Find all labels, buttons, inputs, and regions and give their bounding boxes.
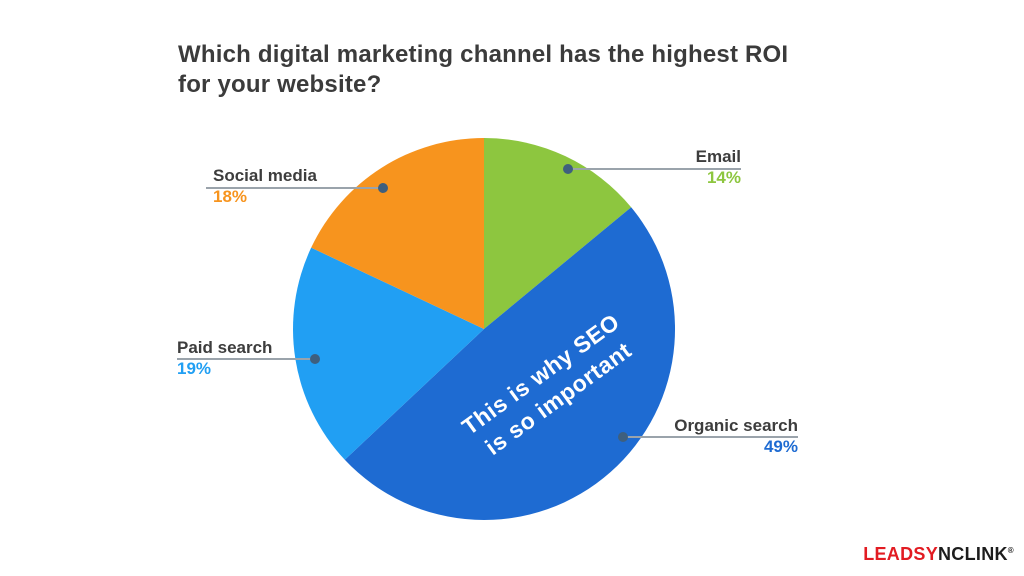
- brand-logo-part2: NCLINK: [938, 544, 1008, 564]
- leader-dots: [310, 164, 628, 442]
- callout-email: Email 14%: [696, 148, 741, 187]
- callout-organic-search-label: Organic search: [674, 416, 798, 435]
- callout-paid-search: Paid search 19%: [177, 339, 272, 378]
- callout-email-label: Email: [695, 147, 741, 166]
- callout-organic-search-value: 49%: [763, 437, 798, 456]
- brand-logo-part1: LEADSY: [863, 544, 938, 564]
- callout-social-media-value: 18%: [213, 187, 248, 206]
- callout-paid-search-value: 19%: [177, 359, 212, 378]
- leader-dot-organic: [618, 432, 628, 442]
- callout-social-media-label: Social media: [213, 166, 317, 185]
- pie-slice-email: [484, 138, 632, 329]
- page-title: Which digital marketing channel has the …: [178, 41, 789, 98]
- callout-paid-search-label: Paid search: [177, 338, 273, 357]
- leader-dot-social: [378, 183, 388, 193]
- callout-organic-search: Organic search 49%: [674, 417, 798, 456]
- leader-lines: [177, 168, 798, 438]
- pie-slice-social-media: [311, 138, 484, 329]
- leader-dot-email: [563, 164, 573, 174]
- callout-email-value: 14%: [706, 168, 741, 187]
- registered-trademark-icon: ®: [1007, 546, 1014, 555]
- pie-slice-organic-search: [344, 207, 676, 521]
- pie-slice-paid-search: [293, 247, 484, 460]
- pie-slices: [293, 138, 676, 521]
- callout-social-media: Social media 18%: [213, 167, 317, 206]
- brand-logo: LEADSYNCLINK®: [863, 544, 1014, 565]
- leader-dot-paid: [310, 354, 320, 364]
